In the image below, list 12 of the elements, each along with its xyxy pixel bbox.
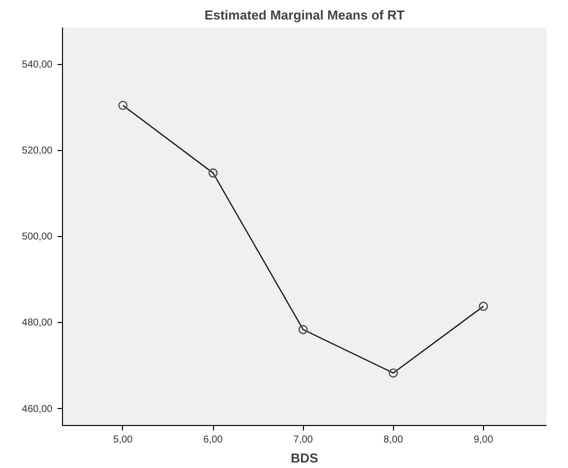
y-tick-label: 540,00 (22, 60, 53, 71)
x-tick-label: 6,00 (203, 434, 224, 446)
x-tick-label: 5,00 (113, 434, 134, 446)
x-axis-title: BDS (290, 450, 319, 466)
chart-title: Estimated Marginal Means of RT (204, 8, 405, 22)
y-tick-label: 520,00 (22, 146, 53, 157)
x-tick-label: 8,00 (384, 434, 404, 446)
y-tick-label: 480,00 (22, 318, 53, 329)
y-tick-label: 500,00 (22, 232, 53, 243)
x-tick-label: 9,00 (474, 434, 494, 446)
y-tick-label: 460,00 (22, 404, 53, 415)
x-tick-label: 7,00 (293, 434, 314, 446)
